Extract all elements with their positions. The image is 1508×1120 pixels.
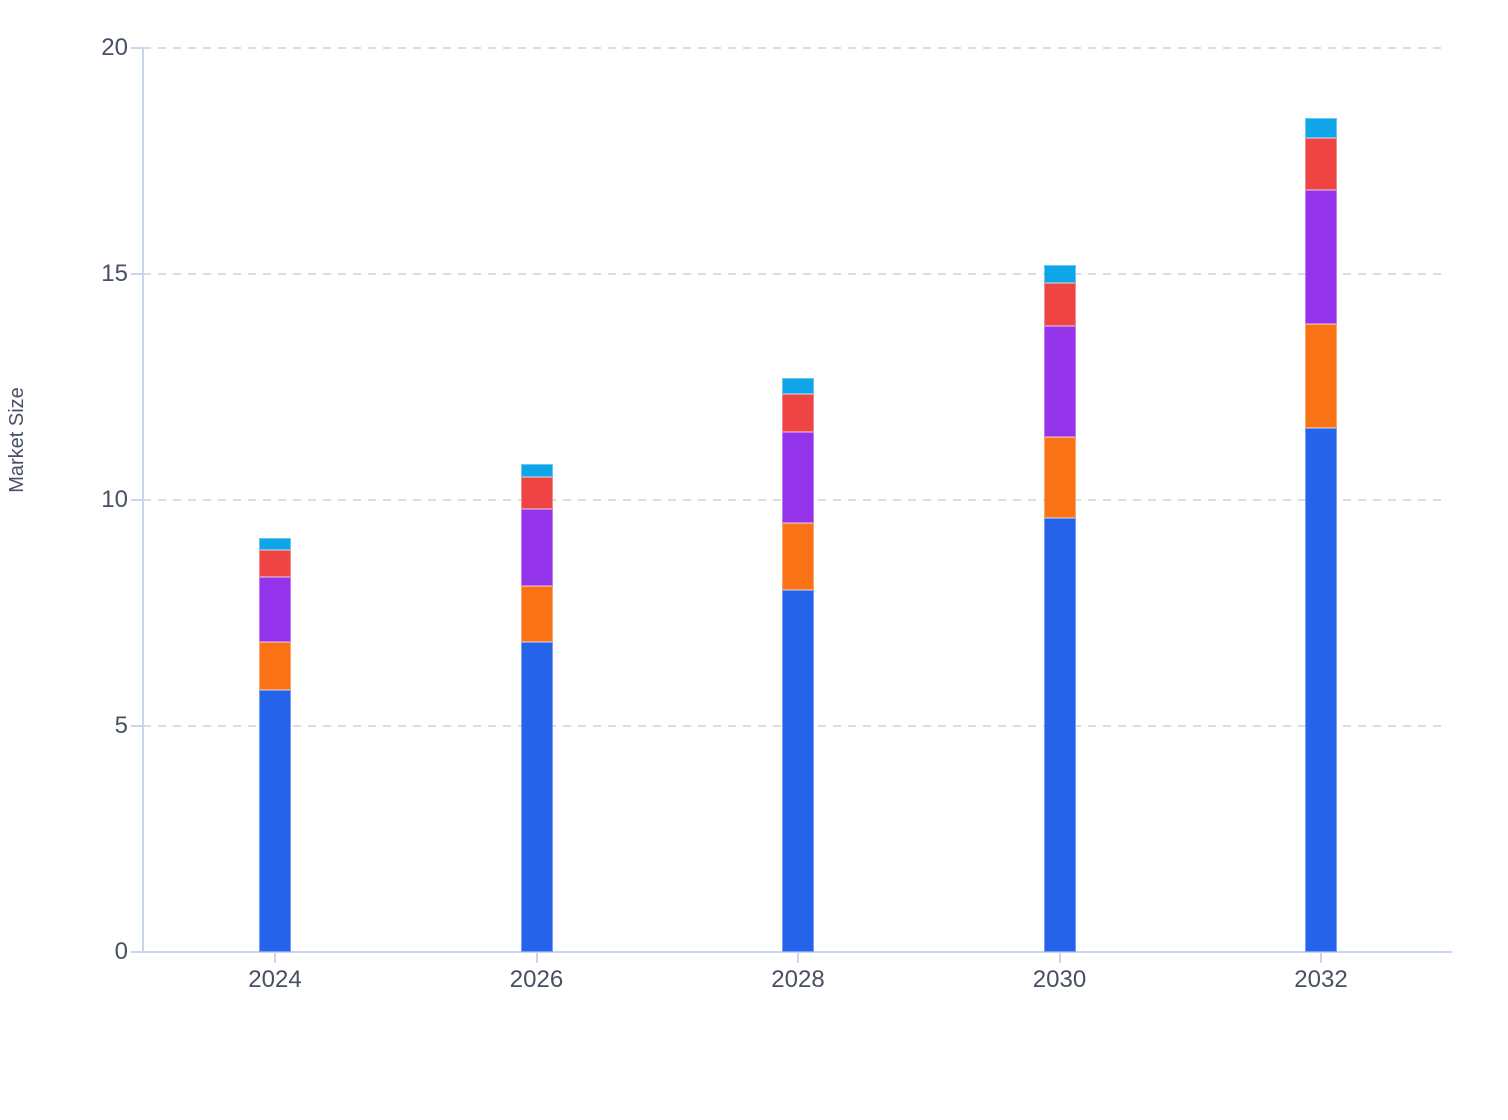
x-tick-2032	[1320, 953, 1322, 963]
x-tick-label-2032: 2032	[1294, 966, 1348, 993]
bar-2032-segment-blue[interactable]	[1305, 427, 1337, 952]
bar-2026-segment-purple[interactable]	[520, 509, 553, 586]
bar-2026-segment-blue[interactable]	[520, 642, 553, 952]
y-axis-line	[142, 48, 144, 952]
bar-2028-segment-purple[interactable]	[782, 432, 814, 523]
bar-2026-segment-cyan[interactable]	[520, 463, 553, 478]
x-tick-2026	[535, 953, 538, 963]
bar-2024-segment-blue[interactable]	[259, 689, 291, 952]
x-tick-2024	[274, 953, 276, 963]
bar-2026-segment-red[interactable]	[520, 477, 553, 510]
bar-2028-segment-blue[interactable]	[782, 590, 814, 952]
y-tick-label-10: 10	[101, 486, 128, 513]
x-tick-label-2028: 2028	[771, 966, 825, 993]
x-tick-label-2030: 2030	[1032, 966, 1087, 993]
gridline-15	[143, 273, 1446, 275]
bar-2030-segment-orange[interactable]	[1043, 436, 1076, 519]
bar-2032-segment-orange[interactable]	[1305, 323, 1337, 428]
y-tick-20	[131, 47, 143, 49]
bar-2032-segment-purple[interactable]	[1305, 190, 1337, 324]
bar-2024-segment-orange[interactable]	[259, 642, 291, 690]
bar-2024-segment-purple[interactable]	[259, 576, 291, 643]
bar-2030-segment-blue[interactable]	[1043, 518, 1076, 952]
bar-2032-segment-red[interactable]	[1305, 138, 1337, 191]
y-tick-label-20: 20	[101, 34, 128, 61]
bar-2024-segment-red[interactable]	[259, 549, 291, 577]
bar-2028-segment-orange[interactable]	[782, 522, 814, 591]
bar-2032-segment-cyan[interactable]	[1305, 118, 1337, 139]
x-axis-line	[131, 951, 1452, 953]
y-tick-10	[131, 499, 143, 501]
x-tick-label-2024: 2024	[248, 966, 302, 993]
y-tick-15	[131, 273, 143, 275]
bar-2028-segment-red[interactable]	[782, 393, 814, 433]
bar-2026-segment-orange[interactable]	[520, 585, 553, 643]
x-tick-2030	[1058, 953, 1061, 963]
y-tick-5	[131, 725, 143, 727]
gridline-20	[143, 47, 1446, 49]
bar-2028-segment-cyan[interactable]	[782, 377, 814, 394]
y-tick-label-5: 5	[114, 712, 128, 739]
y-tick-label-0: 0	[114, 938, 128, 965]
x-tick-label-2026: 2026	[509, 966, 564, 993]
x-tick-2028	[797, 953, 799, 963]
y-tick-label-15: 15	[101, 260, 128, 287]
bar-2024-segment-cyan[interactable]	[259, 538, 291, 550]
bar-2030-segment-red[interactable]	[1043, 283, 1076, 326]
bar-2030-segment-cyan[interactable]	[1043, 264, 1076, 284]
bar-2030-segment-purple[interactable]	[1043, 325, 1076, 437]
